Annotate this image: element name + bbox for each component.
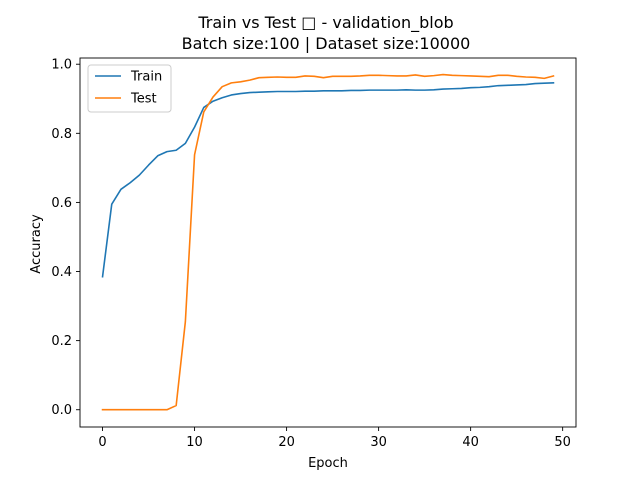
series-line-test [101,73,555,411]
y-axis-label: Accuracy [29,214,44,274]
y-tick-label: 0.0 [51,403,72,418]
y-tick-label: 0.6 [51,196,72,211]
x-tick-label: 40 [462,435,479,450]
axes-frame [79,57,577,428]
y-tick-label: 0.8 [51,127,72,142]
legend: Train Test [87,64,172,113]
x-tick-label: 10 [186,435,203,450]
x-tick-label: 20 [278,435,295,450]
x-tick-label: 0 [98,435,106,450]
legend-label-test: Test [130,92,157,107]
y-tick-label: 0.4 [51,265,72,280]
y-tick-label: 0.2 [51,334,72,349]
chart-title: Train vs Test □ - validation_blob [197,13,453,33]
y-tick-label: 1.0 [51,58,72,73]
x-axis-label: Epoch [308,456,348,471]
plot-area: 0 10 20 30 40 50 0.0 0.2 0.4 0.6 0.8 1.0 Train Test [51,57,577,450]
legend-label-train: Train [130,70,162,85]
x-tick-label: 50 [554,435,571,450]
series-line-train [101,82,555,278]
x-tick-label: 30 [370,435,387,450]
chart-subtitle: Batch size:100 | Dataset size:10000 [182,34,471,53]
